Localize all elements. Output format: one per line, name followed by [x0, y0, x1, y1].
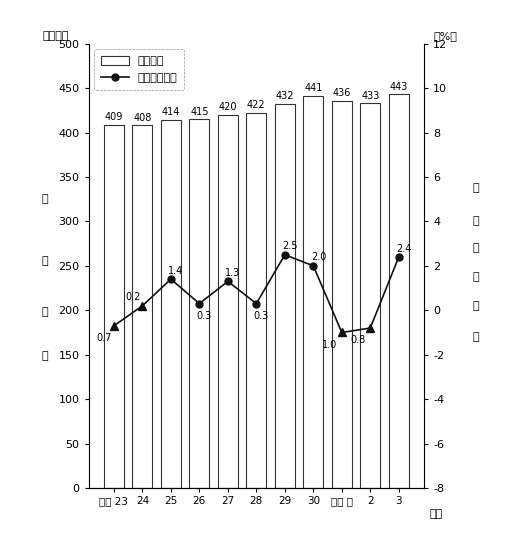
Bar [360, 103, 380, 488]
Text: 443: 443 [390, 82, 408, 92]
Text: 対: 対 [472, 183, 479, 193]
Text: 414: 414 [162, 108, 180, 117]
Text: 0.7: 0.7 [96, 333, 111, 343]
Text: び: び [472, 301, 479, 311]
Text: 前: 前 [472, 216, 479, 227]
Text: 433: 433 [361, 91, 379, 100]
Text: 1.3: 1.3 [225, 268, 240, 278]
Text: 与: 与 [41, 352, 48, 361]
Bar [303, 96, 324, 488]
Text: 415: 415 [190, 106, 208, 116]
Bar [104, 124, 124, 488]
Text: （%）: （%） [433, 31, 458, 41]
Text: 率: 率 [472, 332, 479, 342]
Text: 409: 409 [105, 112, 123, 122]
Legend: 平均給与, 対前年伸び率: 平均給与, 対前年伸び率 [94, 49, 184, 90]
Bar [389, 94, 409, 488]
Bar [189, 119, 209, 488]
Text: 420: 420 [219, 102, 237, 112]
Text: 1.4: 1.4 [168, 266, 184, 276]
Text: 年分: 年分 [429, 509, 442, 519]
Text: 均: 均 [41, 257, 48, 266]
Text: 408: 408 [133, 113, 152, 123]
Text: 平: 平 [41, 194, 48, 204]
Text: 伸: 伸 [472, 272, 479, 282]
Bar [332, 100, 352, 488]
Text: 0.2: 0.2 [125, 292, 141, 302]
Bar [218, 115, 238, 488]
Bar [275, 104, 295, 488]
Text: 432: 432 [276, 92, 294, 102]
Text: 2.4: 2.4 [396, 244, 412, 253]
Text: 0.8: 0.8 [351, 335, 366, 345]
Text: （万円）: （万円） [42, 31, 69, 41]
Text: 給: 給 [41, 307, 48, 317]
Bar [161, 120, 181, 488]
Text: 2.0: 2.0 [311, 252, 326, 263]
Text: 0.3: 0.3 [254, 311, 269, 321]
Bar [133, 126, 152, 488]
Text: 年: 年 [472, 243, 479, 253]
Text: 441: 441 [304, 84, 322, 93]
Text: 422: 422 [247, 100, 266, 110]
Bar [246, 113, 266, 488]
Text: 436: 436 [333, 88, 351, 98]
Text: 0.3: 0.3 [197, 311, 212, 321]
Text: 1.0: 1.0 [322, 340, 337, 349]
Text: 2.5: 2.5 [282, 241, 298, 251]
